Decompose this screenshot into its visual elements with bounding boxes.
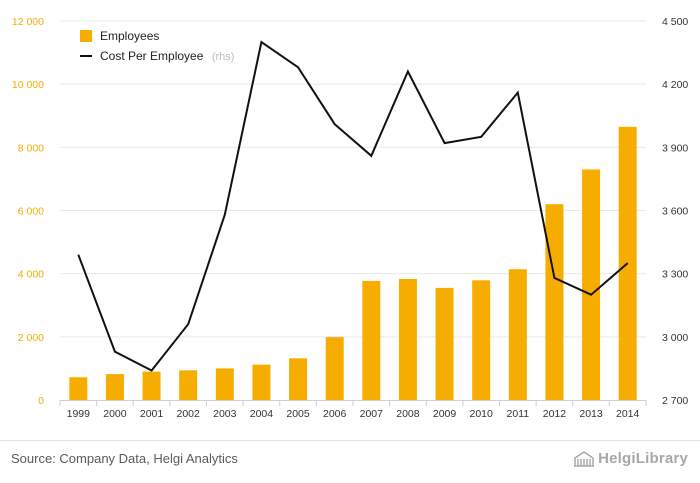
x-tick-label: 2002 — [177, 408, 201, 420]
x-tick-label: 2012 — [543, 408, 567, 420]
x-tick-label: 2001 — [140, 408, 164, 420]
x-tick-label: 2009 — [433, 408, 457, 420]
bar-employees — [435, 287, 454, 400]
x-tick-label: 2007 — [360, 408, 384, 420]
bar-employees — [69, 377, 88, 400]
y-right-tick-label: 4 200 — [662, 79, 688, 91]
bar-employees — [582, 169, 601, 400]
x-tick-label: 2010 — [470, 408, 494, 420]
legend-label-cost-per-employee: Cost Per Employee (rhs) — [100, 47, 234, 64]
legend-label-employees: Employees — [100, 29, 159, 43]
x-tick-label: 2003 — [213, 408, 237, 420]
bar-employees — [325, 337, 344, 400]
bar-employees — [215, 368, 234, 400]
y-right-tick-label: 3 600 — [662, 206, 688, 218]
bar-employees — [142, 371, 161, 400]
legend-swatch-employees — [80, 30, 92, 42]
x-tick-label: 1999 — [67, 408, 91, 420]
y-left-tick-label: 12 000 — [12, 16, 44, 28]
line-cost-per-employee — [77, 40, 629, 372]
legend-label-cost-text: Cost Per Employee — [100, 49, 204, 63]
y-left-tick-label: 8 000 — [18, 142, 44, 154]
y-left-tick-label: 2 000 — [18, 332, 44, 344]
y-right-tick-label: 4 500 — [662, 16, 688, 28]
bar-employees — [545, 204, 564, 400]
bar-employees — [105, 374, 124, 400]
x-tick-label: 2014 — [616, 408, 640, 420]
chart-svg: 0 2 000 4 000 6 000 8 000 10 000 12 000 2 700 3 … — [12, 16, 689, 420]
y-right-tick-label: 3 000 — [662, 332, 688, 344]
y-right-tick-label: 2 700 — [662, 395, 688, 407]
bar-employees — [252, 364, 271, 400]
cost-per-employee-line — [77, 40, 629, 372]
y-right-tick-label: 3 900 — [662, 142, 688, 154]
y-left-tick-label: 4 000 — [18, 269, 44, 281]
x-tick-label: 2000 — [103, 408, 127, 420]
footer-divider — [0, 440, 700, 441]
helgi-library-logo: HelgiLibrary — [573, 449, 688, 467]
y-left-tick-label: 0 — [38, 395, 44, 407]
x-tick-label: 2005 — [286, 408, 310, 420]
logo-text: HelgiLibrary — [598, 449, 688, 467]
bar-employees — [179, 370, 198, 400]
x-tick-label: 2008 — [396, 408, 420, 420]
y-right-tick-label: 3 300 — [662, 269, 688, 281]
source-note: Source: Company Data, Helgi Analytics — [11, 451, 238, 466]
x-tick-label: 2011 — [507, 408, 530, 420]
bar-employees — [472, 280, 491, 400]
building-icon — [574, 451, 595, 467]
bar-employees — [508, 269, 527, 400]
legend-label-rhs-suffix: (rhs) — [212, 51, 235, 63]
axes: 0 2 000 4 000 6 000 8 000 10 000 12 000 2 700 3 … — [12, 16, 689, 420]
legend: Employees Cost Per Employee (rhs) — [80, 29, 234, 64]
bar-employees — [289, 358, 308, 400]
x-tick-label: 2013 — [579, 408, 603, 420]
x-tick-label: 2006 — [323, 408, 347, 420]
x-tick-label: 2004 — [250, 408, 274, 420]
y-left-tick-label: 10 000 — [12, 79, 44, 91]
y-left-tick-label: 6 000 — [18, 206, 44, 218]
bar-employees — [362, 280, 381, 400]
bars-employees — [69, 126, 637, 400]
bar-employees — [398, 279, 417, 400]
